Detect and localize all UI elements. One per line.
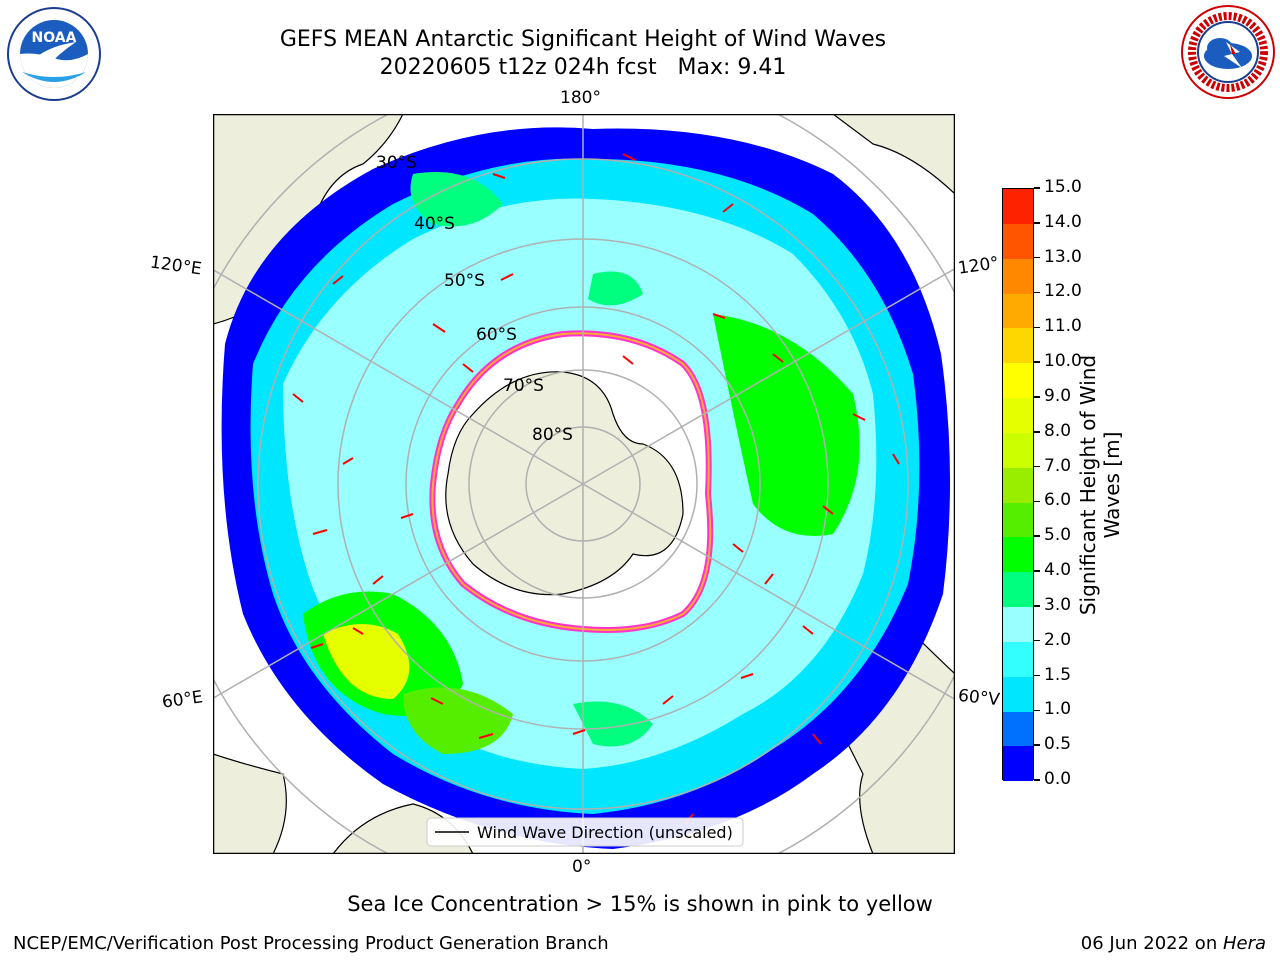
graticule — [213, 114, 955, 854]
colorbar-segment — [1003, 293, 1033, 329]
colorbar-tick-label: 7.0 — [1044, 455, 1072, 476]
colorbar-tick-label: 0.5 — [1044, 734, 1072, 755]
colorbar-label-line2: Waves [m] — [1100, 431, 1124, 539]
colorbar-tick-label: 9.0 — [1044, 385, 1072, 406]
colorbar-tick-label: 10.0 — [1044, 351, 1082, 372]
colorbar-segment — [1003, 746, 1033, 782]
colorbar-tick-mark — [1034, 744, 1040, 746]
colorbar-tick-label: 1.5 — [1044, 664, 1072, 685]
colorbar-tick-mark — [1034, 605, 1040, 607]
colorbar-tick-mark — [1034, 222, 1040, 224]
colorbar-tick-label: 13.0 — [1044, 246, 1082, 267]
footer-date-text: 06 Jun 2022 on — [1080, 933, 1223, 954]
lat-label-80s: 80°S — [532, 425, 573, 445]
sea-ice-region — [429, 330, 714, 633]
chart-title: GEFS MEAN Antarctic Significant Height o… — [279, 27, 887, 52]
colorbar-tick-mark — [1034, 535, 1040, 537]
colorbar-tick-label: 5.0 — [1044, 525, 1072, 546]
colorbar-tick-mark — [1034, 779, 1040, 781]
colorbar-segment — [1003, 397, 1033, 433]
colorbar-tick-mark — [1034, 326, 1040, 329]
antarctica — [445, 371, 684, 596]
svg-text:Wind Wave Direction (unscaled): Wind Wave Direction (unscaled) — [477, 823, 733, 842]
colorbar-segment — [1003, 363, 1033, 399]
colorbar-ticks: 0.0 0.5 1.0 1.5 2.0 3.0 4.0 5.0 6.0 7.0 8.0 9.0 10.0… — [1034, 177, 1094, 789]
national-weather-service-logo — [1180, 4, 1276, 100]
colorbar-tick-label: 12.0 — [1044, 281, 1082, 302]
colorbar-tick-label: 0.0 — [1044, 769, 1072, 789]
lat-label-30s: 30°S — [376, 153, 417, 173]
colorbar-tick-label: 14.0 — [1044, 211, 1082, 232]
colorbar-tick-label: 4.0 — [1044, 560, 1072, 581]
colorbar-tick-mark — [1034, 500, 1040, 503]
lon-label-120e: 120°E — [148, 252, 203, 280]
colorbar-segment — [1003, 432, 1033, 468]
colorbar-tick-mark — [1034, 465, 1040, 468]
colorbar-tick-label: 1.0 — [1044, 699, 1072, 720]
colorbar-segment — [1003, 676, 1033, 712]
colorbar-tick-mark — [1034, 674, 1040, 677]
lon-label-180: 180° — [560, 88, 601, 108]
colorbar-tick-label: 15.0 — [1044, 177, 1082, 197]
colorbar-segment — [1003, 606, 1033, 642]
colorbar-tick-label: 11.0 — [1044, 316, 1082, 337]
footer-branch: NCEP/EMC/Verification Post Processing Pr… — [13, 933, 609, 954]
lon-label-60e: 60°E — [160, 687, 205, 713]
colorbar-tick-mark — [1034, 396, 1040, 398]
colorbar-segment — [1003, 467, 1033, 503]
colorbar-tick-mark — [1034, 291, 1040, 294]
colorbar-segment — [1003, 328, 1033, 364]
lat-label-60s: 60°S — [476, 325, 517, 345]
colorbar-tick-mark — [1034, 361, 1040, 363]
colorbar-tick-label: 3.0 — [1044, 594, 1072, 615]
colorbar-tick-mark — [1034, 639, 1040, 642]
colorbar-segment — [1003, 258, 1033, 294]
polar-map: Wind Wave Direction (unscaled) — [212, 113, 956, 855]
lat-label-70s: 70°S — [503, 376, 544, 396]
colorbar-tick-mark — [1034, 570, 1040, 572]
sea-ice-note: Sea Ice Concentration > 15% is shown in … — [347, 892, 933, 916]
colorbar-segment — [1003, 537, 1033, 573]
colorbar-segment — [1003, 572, 1033, 608]
colorbar — [1002, 188, 1034, 782]
chart-subtitle: 20220605 t12z 024h fcst Max: 9.41 — [379, 55, 787, 80]
colorbar-tick-mark — [1034, 709, 1040, 712]
lat-label-50s: 50°S — [444, 271, 485, 291]
lat-label-40s: 40°S — [414, 214, 455, 234]
colorbar-segment — [1003, 641, 1033, 677]
colorbar-segment — [1003, 189, 1033, 224]
lon-label-0: 0° — [572, 857, 592, 877]
colorbar-segment — [1003, 711, 1033, 747]
svg-text:NOAA: NOAA — [32, 30, 77, 46]
map-legend: Wind Wave Direction (unscaled) — [426, 817, 744, 847]
colorbar-tick-mark — [1034, 187, 1040, 189]
lon-label-60w: 60°V — [957, 685, 1001, 711]
colorbar-tick-mark — [1034, 256, 1040, 259]
footer-date: 06 Jun 2022 on Hera — [1081, 933, 1266, 954]
colorbar-tick-label: 8.0 — [1044, 420, 1072, 441]
colorbar-tick-mark — [1034, 431, 1040, 433]
noaa-logo: NOAA — [6, 6, 102, 102]
colorbar-segment — [1003, 223, 1033, 259]
colorbar-label-line1: Significant Height of Wind — [1076, 354, 1100, 616]
lon-label-120w: 120° — [956, 253, 1001, 279]
map-panel: Wind Wave Direction (unscaled) — [212, 113, 956, 855]
footer-machine: Hera — [1222, 933, 1266, 954]
colorbar-tick-label: 6.0 — [1044, 490, 1072, 511]
colorbar-tick-label: 2.0 — [1044, 629, 1072, 650]
colorbar-segment — [1003, 502, 1033, 538]
